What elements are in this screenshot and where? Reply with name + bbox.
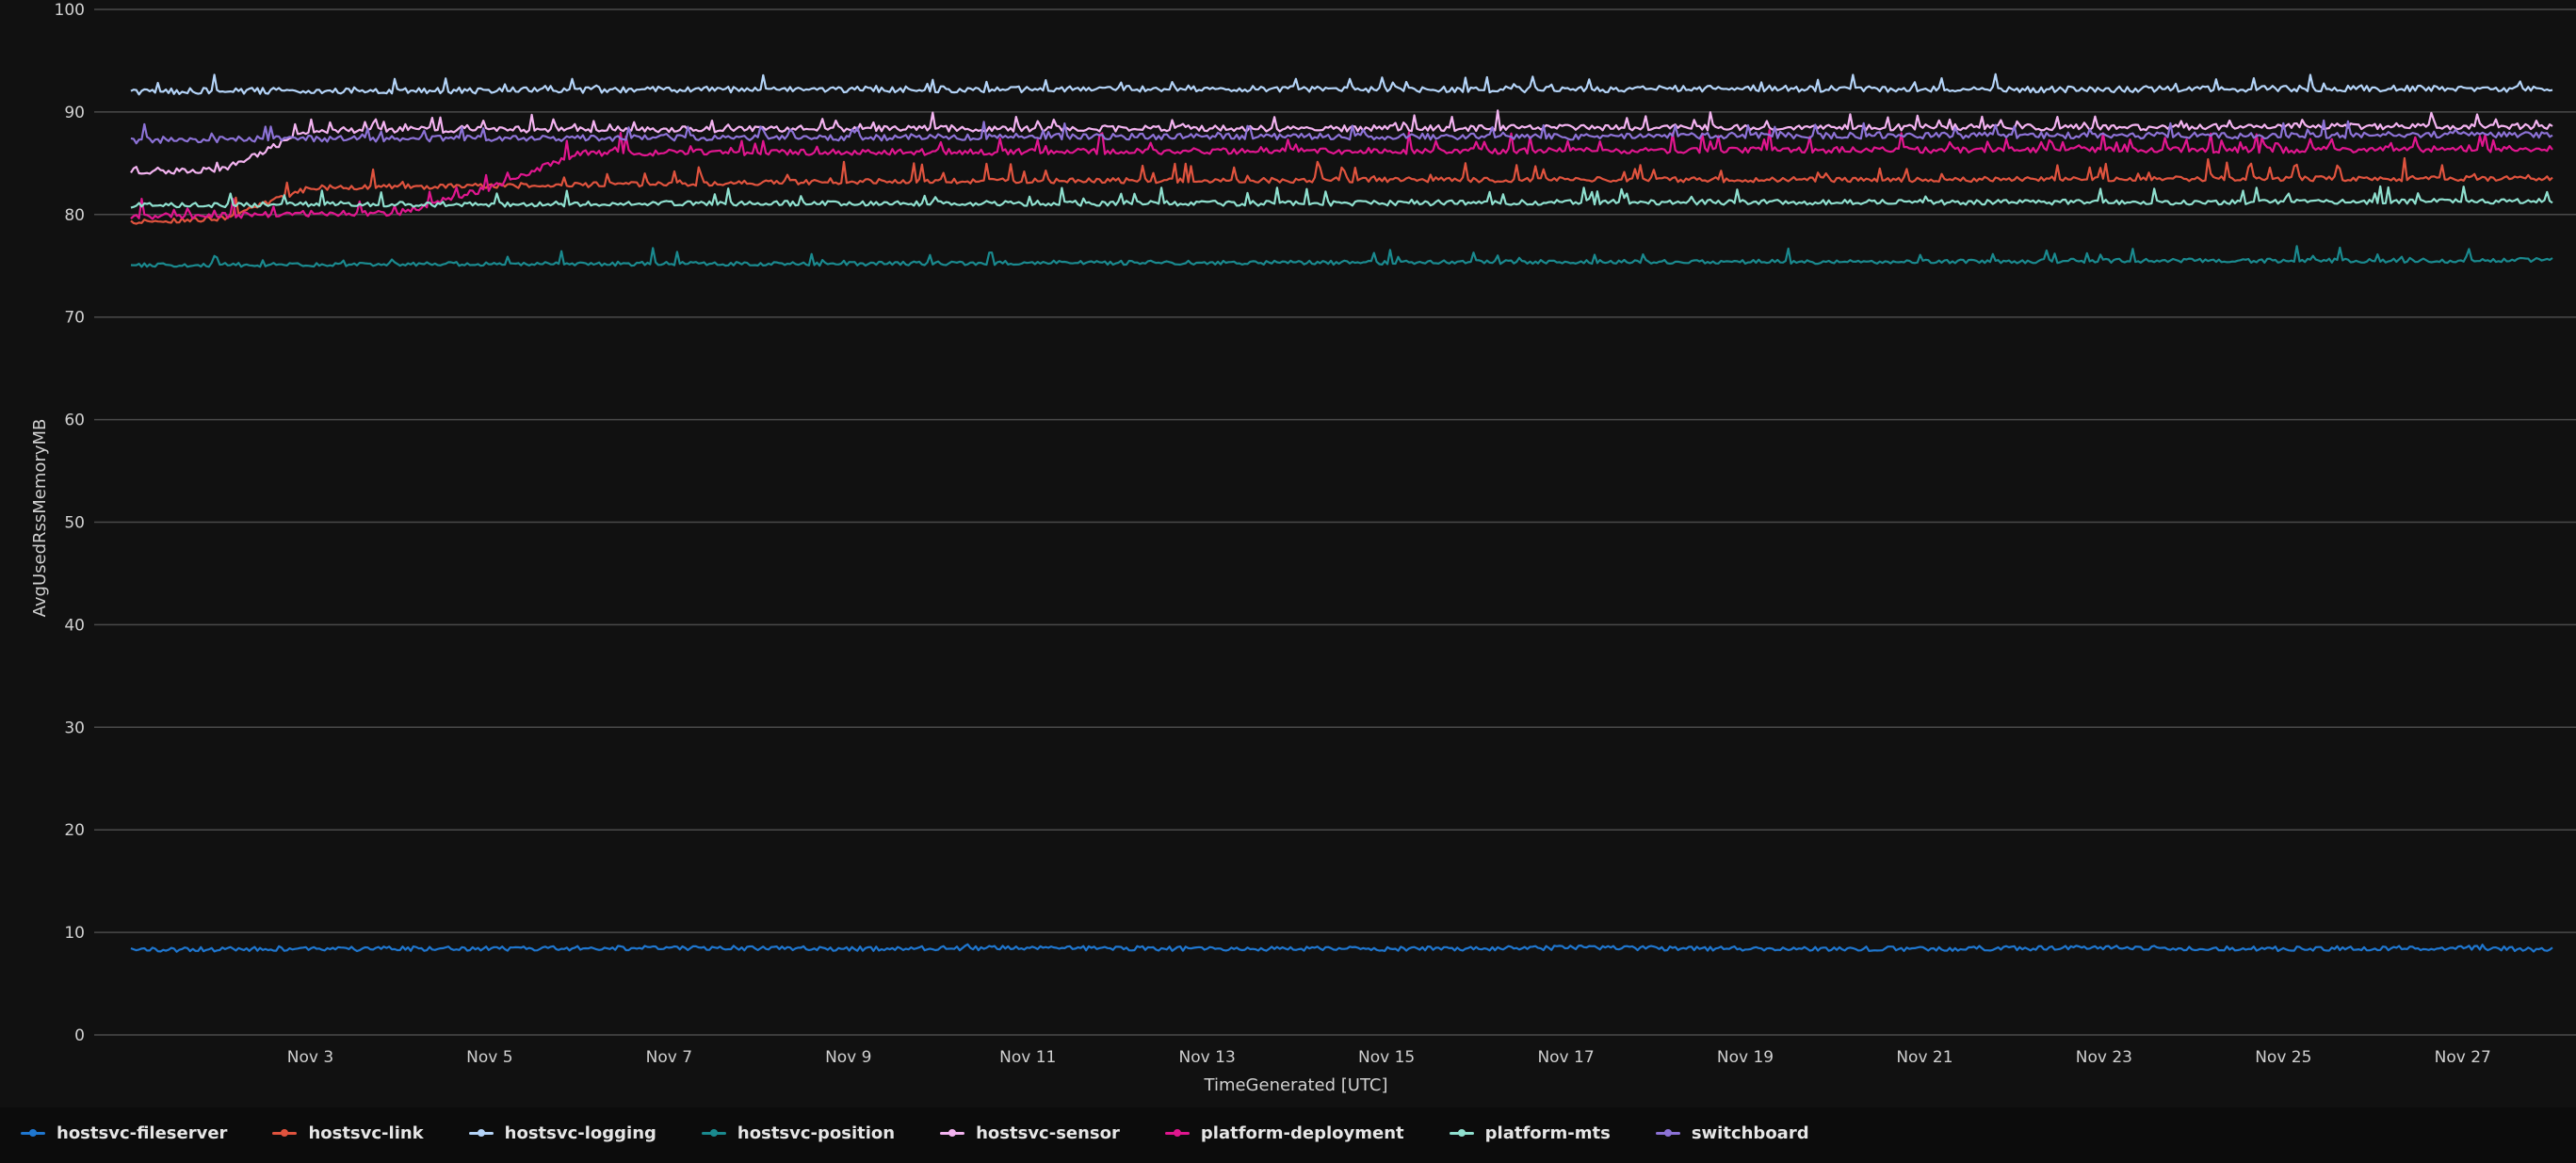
y-tick-label: 50 [64,514,85,533]
legend-swatch-icon [468,1128,494,1138]
series-line-hostsvc-position [130,245,2553,268]
legend-item-hostsvc-fileserver[interactable]: hostsvc-fileserver [21,1123,227,1143]
x-tick-label: Nov 15 [1358,1048,1415,1067]
y-tick-label: 10 [64,924,85,943]
y-tick-label: 20 [64,821,85,840]
x-axis-title: TimeGenerated [UTC] [1204,1075,1388,1095]
gridlines [94,8,2576,1036]
y-tick-label: 90 [64,104,85,122]
series-line-hostsvc-sensor [130,109,2553,175]
x-tick-label: Nov 9 [825,1048,871,1067]
legend-item-hostsvc-position[interactable]: hostsvc-position [701,1123,896,1143]
legend-label: switchboard [1691,1123,1809,1143]
x-axis-ticks: Nov 3 Nov 5 Nov 7 Nov 9 Nov 11 Nov 13 Nov 15 No… [287,1048,2491,1067]
legend-item-hostsvc-sensor[interactable]: hostsvc-sensor [940,1123,1120,1143]
legend-swatch-icon [272,1128,298,1138]
y-tick-label: 80 [64,206,85,225]
y-tick-label: 40 [64,616,85,635]
y-tick-label: 100 [55,1,85,20]
x-tick-label: Nov 13 [1179,1048,1236,1067]
x-tick-label: Nov 19 [1717,1048,1774,1067]
y-axis-ticks: 0 10 20 30 40 50 60 70 80 90 100 [55,1,85,1045]
x-tick-label: Nov 17 [1537,1048,1594,1067]
legend-swatch-icon [21,1128,45,1138]
legend-item-platform-deployment[interactable]: platform-deployment [1164,1123,1404,1143]
legend-item-hostsvc-logging[interactable]: hostsvc-logging [468,1123,656,1143]
legend-label: platform-deployment [1200,1123,1404,1143]
legend-item-switchboard[interactable]: switchboard [1655,1123,1809,1143]
series-line-hostsvc-link [130,156,2553,225]
y-tick-label: 0 [74,1026,85,1045]
legend-swatch-icon [1655,1128,1680,1138]
x-tick-label: Nov 23 [2076,1048,2132,1067]
legend-item-platform-mts[interactable]: platform-mts [1449,1123,1611,1143]
legend-background [0,1107,2576,1163]
series-line-hostsvc-logging [130,73,2553,96]
series-line-platform-mts [130,185,2553,209]
legend-swatch-icon [940,1128,965,1138]
y-tick-label: 30 [64,719,85,737]
y-tick-label: 60 [64,412,85,430]
legend: hostsvc-fileserver hostsvc-link hostsvc-lo… [21,1118,2564,1148]
x-tick-label: Nov 27 [2435,1048,2491,1067]
x-tick-label: Nov 3 [287,1048,333,1067]
legend-label: platform-mts [1484,1123,1611,1143]
legend-label: hostsvc-logging [504,1123,656,1143]
series-line-platform-deployment [130,129,2553,220]
y-axis-title: AvgUsedRssMemoryMB [30,419,50,618]
x-tick-label: Nov 7 [646,1048,692,1067]
legend-item-hostsvc-link[interactable]: hostsvc-link [272,1123,424,1143]
x-tick-label: Nov 21 [1896,1048,1952,1067]
legend-label: hostsvc-sensor [976,1123,1120,1143]
series-line-switchboard [130,119,2553,145]
legend-label: hostsvc-fileserver [57,1123,228,1143]
legend-label: hostsvc-link [308,1123,424,1143]
legend-swatch-icon [1164,1128,1190,1138]
x-tick-label: Nov 5 [466,1048,512,1067]
y-tick-label: 70 [64,309,85,328]
legend-swatch-icon [1449,1128,1474,1138]
x-tick-label: Nov 11 [999,1048,1056,1067]
series-lines [130,73,2553,953]
series-line-hostsvc-fileserver [130,943,2553,953]
x-tick-label: Nov 25 [2255,1048,2311,1067]
legend-label: hostsvc-position [737,1123,896,1143]
legend-swatch-icon [701,1128,726,1138]
